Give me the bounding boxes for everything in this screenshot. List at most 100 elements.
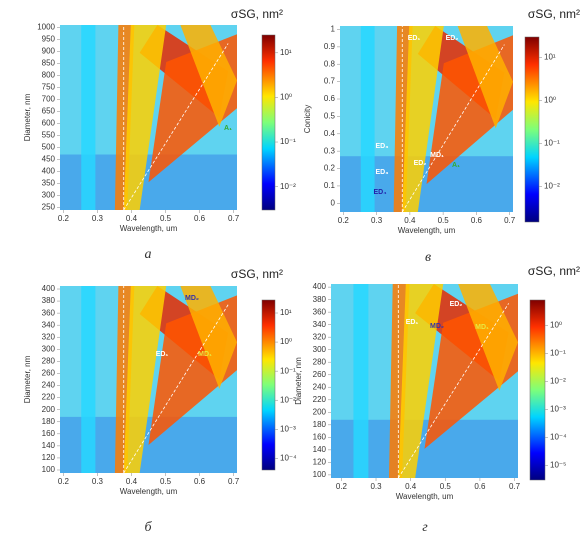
annotation: ED₂ <box>446 35 459 42</box>
y-tick-label: 320 <box>313 332 327 341</box>
x-tick-label: 0.2 <box>336 482 348 491</box>
colorbar-tick-label: 10⁻² <box>550 376 566 385</box>
y-tick-label: 120 <box>313 457 327 466</box>
heatmap-field <box>340 26 513 212</box>
y-axis-label: Diameter, nm <box>23 93 32 141</box>
guide-line <box>401 44 505 212</box>
colorbar-tick-label: 10⁻⁴ <box>550 432 567 441</box>
y-tick-label: 260 <box>42 369 56 378</box>
heatmap-field <box>331 284 518 478</box>
colorbar-tick-label: 10¹ <box>280 308 292 317</box>
annotation: ED₄ <box>373 189 386 196</box>
x-tick-label: 0.4 <box>126 214 138 223</box>
y-tick-label: 0.5 <box>324 112 336 121</box>
annotation: MD₁ <box>475 324 489 331</box>
heatmap-streak <box>353 284 369 478</box>
heatmap-streak <box>180 25 237 127</box>
heatmap-streak <box>360 26 375 212</box>
heatmap-field <box>60 286 237 473</box>
y-tick-label: 750 <box>42 83 56 92</box>
y-tick-label: 600 <box>42 119 56 128</box>
y-tick-label: 1000 <box>37 23 55 32</box>
colorbar-tick-label: 10¹ <box>280 48 292 57</box>
x-axis-label: Wavelength, um <box>120 487 178 496</box>
y-tick-label: 0.6 <box>324 94 336 103</box>
y-tick-label: 240 <box>42 381 56 390</box>
y-tick-label: 220 <box>313 395 327 404</box>
y-tick-label: 340 <box>313 320 327 329</box>
y-tick-label: 360 <box>313 307 327 316</box>
x-tick-label: 0.6 <box>471 216 483 225</box>
colorbar <box>524 36 540 223</box>
x-axis-label: Wavelength, um <box>398 226 456 235</box>
colorbar-tick-label: 10⁻² <box>280 395 296 404</box>
colorbar <box>529 299 546 481</box>
x-tick-label: 0.3 <box>92 477 104 486</box>
colorbar-tick-label: 10⁻³ <box>280 424 296 433</box>
x-tick-label: 0.5 <box>160 214 172 223</box>
colorbar-title: σSG, nm² <box>528 264 580 278</box>
y-tick-label: 550 <box>42 131 56 140</box>
x-tick-label: 0.3 <box>370 482 382 491</box>
heatmap-streak <box>402 26 444 212</box>
x-tick-label: 0.6 <box>194 477 206 486</box>
y-tick-label: 950 <box>42 35 56 44</box>
colorbar-title: σSG, nm² <box>528 7 580 21</box>
x-tick-label: 0.2 <box>338 216 350 225</box>
annotation: MD₂ <box>185 295 199 302</box>
annotation: ED₂ <box>414 160 427 167</box>
y-tick-label: 0.7 <box>324 77 336 86</box>
annotation: ED₃ <box>376 143 389 150</box>
caption: г <box>422 520 428 535</box>
y-tick-label: 900 <box>42 47 56 56</box>
y-tick-label: 400 <box>42 167 56 176</box>
colorbar-tick-label: 10⁻³ <box>550 404 566 413</box>
x-tick-label: 0.5 <box>440 482 452 491</box>
colorbar-title: σSG, nm² <box>231 7 283 21</box>
y-tick-label: 280 <box>313 357 327 366</box>
y-tick-label: 100 <box>313 470 327 479</box>
y-tick-label: 400 <box>313 282 327 291</box>
colorbar-tick-label: 10⁻¹ <box>544 139 560 148</box>
y-tick-label: 160 <box>42 429 56 438</box>
y-tick-label: 850 <box>42 59 56 68</box>
y-tick-label: 400 <box>42 284 56 293</box>
colorbar-tick-label: 10⁻¹ <box>280 137 296 146</box>
caption: б <box>144 520 152 535</box>
panel: 0.2 0.3 0.4 0.5 0.6 0.7 100 120 140 160 180 200 220 2… <box>294 264 580 535</box>
y-tick-label: 320 <box>42 332 56 341</box>
colorbar-tick-label: 10⁻⁴ <box>280 454 297 463</box>
colorbar-tick-label: 10⁻¹ <box>280 366 296 375</box>
y-tick-label: 200 <box>313 407 327 416</box>
annotation: ED₃ <box>376 169 389 176</box>
x-tick-label: 0.5 <box>438 216 450 225</box>
x-tick-label: 0.2 <box>58 214 70 223</box>
x-axis-label: Wavelength, um <box>396 492 454 501</box>
y-axis-label: Diameter, nm <box>23 355 32 403</box>
y-tick-label: 250 <box>42 203 56 212</box>
y-tick-label: 220 <box>42 393 56 402</box>
y-tick-label: 0.3 <box>324 146 336 155</box>
x-tick-label: 0.7 <box>228 214 240 223</box>
panel: 0.2 0.3 0.4 0.5 0.6 0.7 250 300 350 400 450 500 550 6… <box>23 7 296 262</box>
y-tick-label: 350 <box>42 179 56 188</box>
y-tick-label: 140 <box>313 445 327 454</box>
y-tick-label: 380 <box>313 295 327 304</box>
y-axis-label: Diameter, nm <box>294 357 303 405</box>
annotation: ED₂ <box>450 301 463 308</box>
caption: в <box>425 250 431 265</box>
heatmap-streak <box>457 26 513 129</box>
heatmap-streak <box>398 284 444 478</box>
y-tick-label: 180 <box>313 420 327 429</box>
y-tick-label: 0 <box>331 198 336 207</box>
y-tick-label: 1 <box>331 25 336 34</box>
annotation: ED₁ <box>408 35 421 42</box>
colorbar-tick-label: 10⁻¹ <box>550 348 566 357</box>
y-tick-label: 500 <box>42 143 56 152</box>
colorbar-tick-label: 10⁰ <box>280 93 292 102</box>
heatmap-streak <box>81 25 96 210</box>
x-tick-label: 0.4 <box>126 477 138 486</box>
y-axis-label: Conicity <box>303 105 312 133</box>
colorbar <box>261 34 276 211</box>
